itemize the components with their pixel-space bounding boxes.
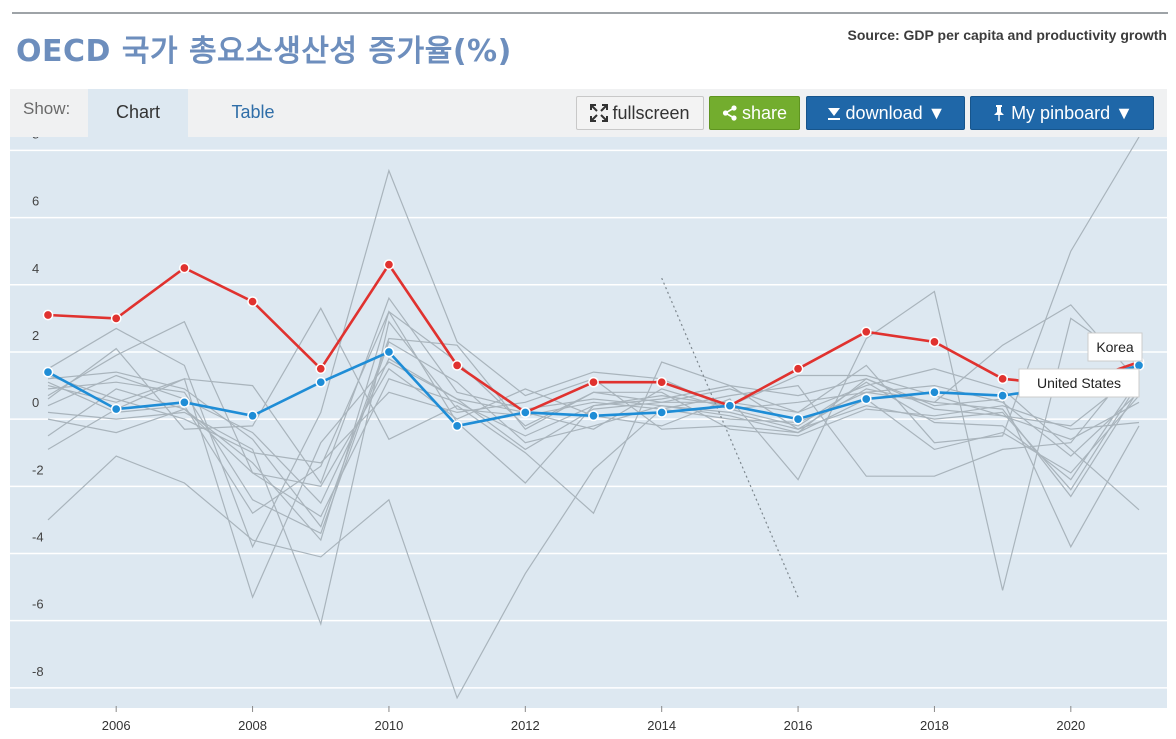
- page-title: OECD 국가 총요소생산성 증가율(%): [16, 34, 512, 69]
- x-tick-label: 2012: [511, 718, 540, 733]
- line-chart: 8 6 4 2 0 -2 -4 -6 -8 2006 2008 2010 2012 2014 2016 201…: [10, 137, 1167, 733]
- data-point-korea: [42, 309, 54, 321]
- top-rule: [12, 12, 1168, 14]
- pinboard-label: My pinboard ▼: [1011, 103, 1133, 123]
- x-tick-label: 2016: [784, 718, 813, 733]
- data-point-korea: [315, 363, 327, 375]
- data-point-korea: [110, 313, 122, 324]
- data-point-united-states: [929, 386, 940, 398]
- x-tick-label: 2008: [238, 718, 267, 733]
- download-label: download ▼: [845, 103, 946, 123]
- data-point-korea: [179, 262, 190, 274]
- download-icon: [827, 108, 840, 120]
- series-line-other-2: [47, 358, 1140, 700]
- data-point-united-states: [110, 403, 122, 415]
- y-tick-label: -2: [32, 462, 44, 477]
- x-tick-label: 2020: [1056, 718, 1085, 733]
- annotation-box: [1018, 368, 1140, 398]
- fullscreen-button[interactable]: fullscreen: [576, 96, 704, 130]
- y-tick-label: 2: [32, 328, 39, 343]
- data-point-united-states: [451, 420, 463, 432]
- data-point-korea: [588, 376, 599, 388]
- data-point-united-states: [588, 410, 599, 422]
- series-line-korea: [47, 262, 1140, 414]
- series-line-other-15: [47, 310, 1140, 515]
- series-line-other-14: [47, 304, 1140, 515]
- data-point-united-states: [792, 413, 804, 425]
- series-line-other-8: [47, 310, 1140, 542]
- data-point-united-states: [724, 400, 736, 412]
- pin-icon: [994, 105, 1005, 121]
- data-point-united-states: [247, 410, 258, 422]
- data-point-united-states: [860, 393, 872, 405]
- source-note: Source: GDP per capita and productivity …: [847, 27, 1167, 43]
- y-tick-label: -4: [32, 529, 44, 544]
- y-tick-label: 8: [32, 137, 39, 141]
- chart-area: 8 6 4 2 0 -2 -4 -6 -8 2006 2008 2010 2012 2014 2016 201…: [10, 137, 1167, 733]
- fullscreen-icon: [590, 104, 609, 122]
- dotted-segment: [661, 277, 799, 598]
- show-label: Show:: [23, 99, 71, 118]
- share-icon: [722, 105, 737, 121]
- series-line-other-4: [47, 296, 1140, 491]
- data-point-united-states: [656, 407, 668, 418]
- data-point-korea: [860, 326, 872, 338]
- share-button[interactable]: share: [709, 96, 800, 130]
- y-tick-label: 0: [32, 395, 39, 410]
- tab-chart[interactable]: Chart: [88, 89, 188, 137]
- data-point-united-states: [997, 390, 1008, 401]
- fullscreen-label: fullscreen: [612, 103, 690, 123]
- data-point-united-states: [519, 407, 531, 418]
- x-tick-label: 2010: [374, 718, 403, 733]
- data-point-korea: [792, 363, 804, 375]
- download-button[interactable]: download ▼: [806, 96, 965, 130]
- data-point-united-states: [383, 346, 395, 358]
- annotation-label: United States: [1037, 375, 1121, 391]
- series-line-other-9: [47, 341, 1140, 535]
- data-point-korea: [383, 259, 395, 270]
- data-point-united-states: [315, 376, 327, 388]
- y-tick-label: 6: [32, 194, 39, 209]
- x-tick-label: 2014: [647, 718, 676, 733]
- x-tick-label: 2018: [920, 718, 949, 733]
- data-point-united-states: [179, 396, 190, 408]
- pinboard-button[interactable]: My pinboard ▼: [970, 96, 1154, 130]
- data-point-korea: [656, 376, 668, 388]
- share-label: share: [741, 103, 788, 123]
- y-tick-label: -8: [32, 664, 44, 679]
- series-line-other-6: [47, 320, 1140, 627]
- data-point-korea: [929, 336, 940, 348]
- annotation-box: [1087, 332, 1143, 362]
- data-point-korea: [247, 296, 258, 307]
- series-line-other-3: [47, 168, 1140, 549]
- toolbar: Show: Chart Table fullscreen share downl…: [10, 89, 1167, 137]
- y-tick-label: -6: [32, 597, 44, 612]
- annotation-label: Korea: [1096, 339, 1134, 355]
- y-tick-label: 4: [32, 261, 39, 276]
- series-line-other-12: [47, 290, 1140, 591]
- data-point-korea: [451, 360, 463, 371]
- x-tick-label: 2006: [102, 718, 131, 733]
- tab-table[interactable]: Table: [231, 102, 275, 122]
- data-point-united-states: [42, 366, 54, 378]
- series-line-other-13: [47, 137, 1140, 599]
- data-point-korea: [997, 373, 1008, 385]
